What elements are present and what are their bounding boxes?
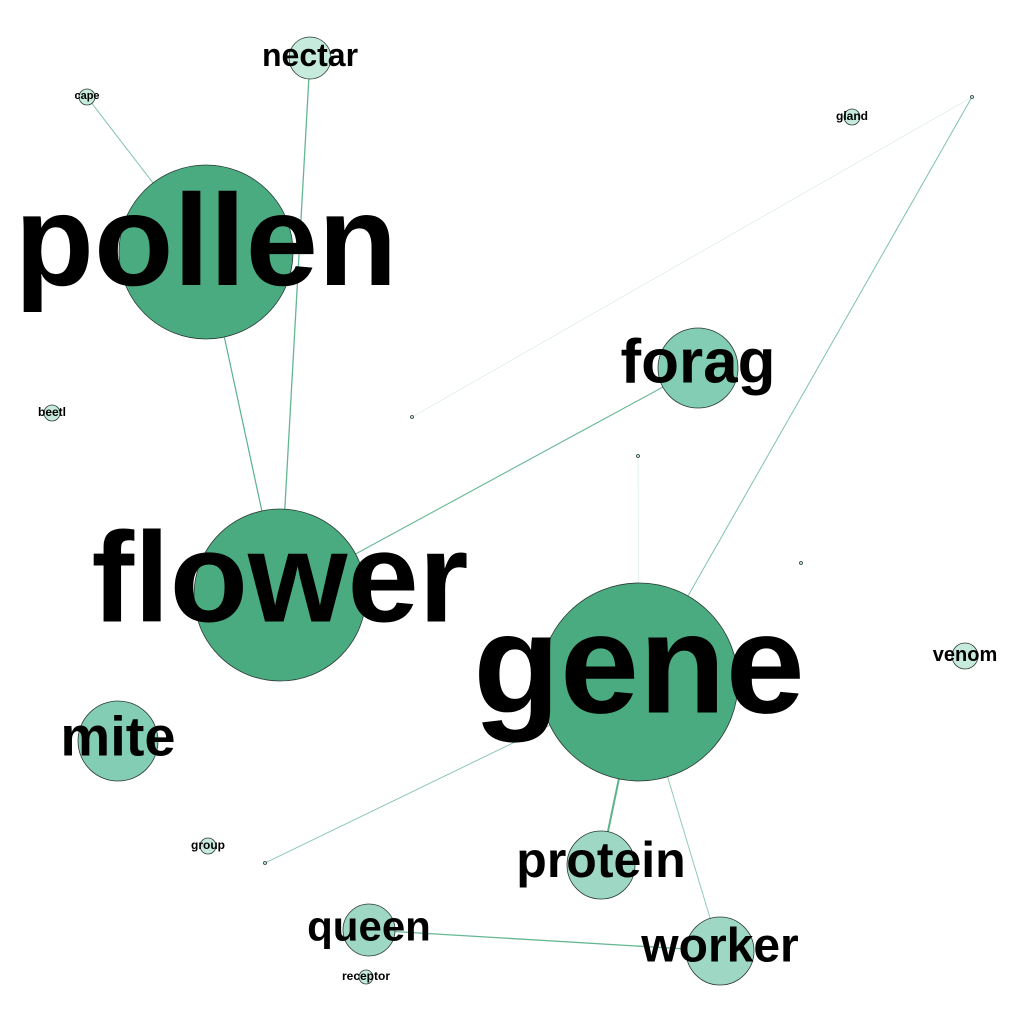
node-forag[interactable] — [657, 327, 739, 409]
node-label-gland: gland — [836, 109, 868, 123]
node-tiny3[interactable] — [636, 454, 640, 458]
node-gene[interactable] — [539, 582, 739, 782]
edge-queen-worker — [368, 929, 721, 952]
node-label-worker: worker — [640, 920, 798, 973]
node-tiny1[interactable] — [970, 95, 974, 99]
node-label-gene: gene — [473, 585, 804, 744]
node-mite[interactable] — [77, 700, 159, 782]
node-label-group: group — [191, 838, 225, 852]
node-label-nectar: nectar — [262, 37, 358, 73]
node-cape[interactable] — [78, 88, 96, 106]
node-label-protein: protein — [516, 832, 685, 888]
node-protein[interactable] — [566, 830, 636, 900]
node-tiny5[interactable] — [263, 861, 267, 865]
node-label-pollen: pollen — [15, 167, 398, 313]
node-label-beetl: beetl — [38, 405, 66, 419]
node-receptor[interactable] — [358, 969, 374, 985]
node-label-queen: queen — [307, 903, 431, 950]
node-flower[interactable] — [193, 508, 367, 682]
node-layer — [43, 36, 979, 986]
node-pollen[interactable] — [118, 164, 294, 340]
node-label-venom: venom — [933, 644, 997, 666]
node-beetl[interactable] — [43, 404, 61, 422]
node-label-forag: forag — [621, 328, 776, 397]
node-label-flower: flower — [92, 507, 469, 650]
node-tiny2[interactable] — [410, 415, 414, 419]
node-queen[interactable] — [342, 903, 396, 957]
node-label-cape: cape — [74, 90, 99, 102]
node-worker[interactable] — [685, 916, 755, 986]
node-label-mite: mite — [60, 705, 175, 768]
node-group[interactable] — [199, 837, 217, 855]
node-tiny4[interactable] — [799, 561, 803, 565]
edge-gene-tiny1 — [638, 96, 973, 683]
edge-tiny1-tiny2 — [411, 96, 973, 418]
node-gland[interactable] — [843, 108, 861, 126]
node-nectar[interactable] — [288, 36, 332, 80]
node-venom[interactable] — [951, 642, 979, 670]
edge-nectar-flower — [279, 57, 311, 596]
node-label-receptor: receptor — [342, 969, 390, 983]
